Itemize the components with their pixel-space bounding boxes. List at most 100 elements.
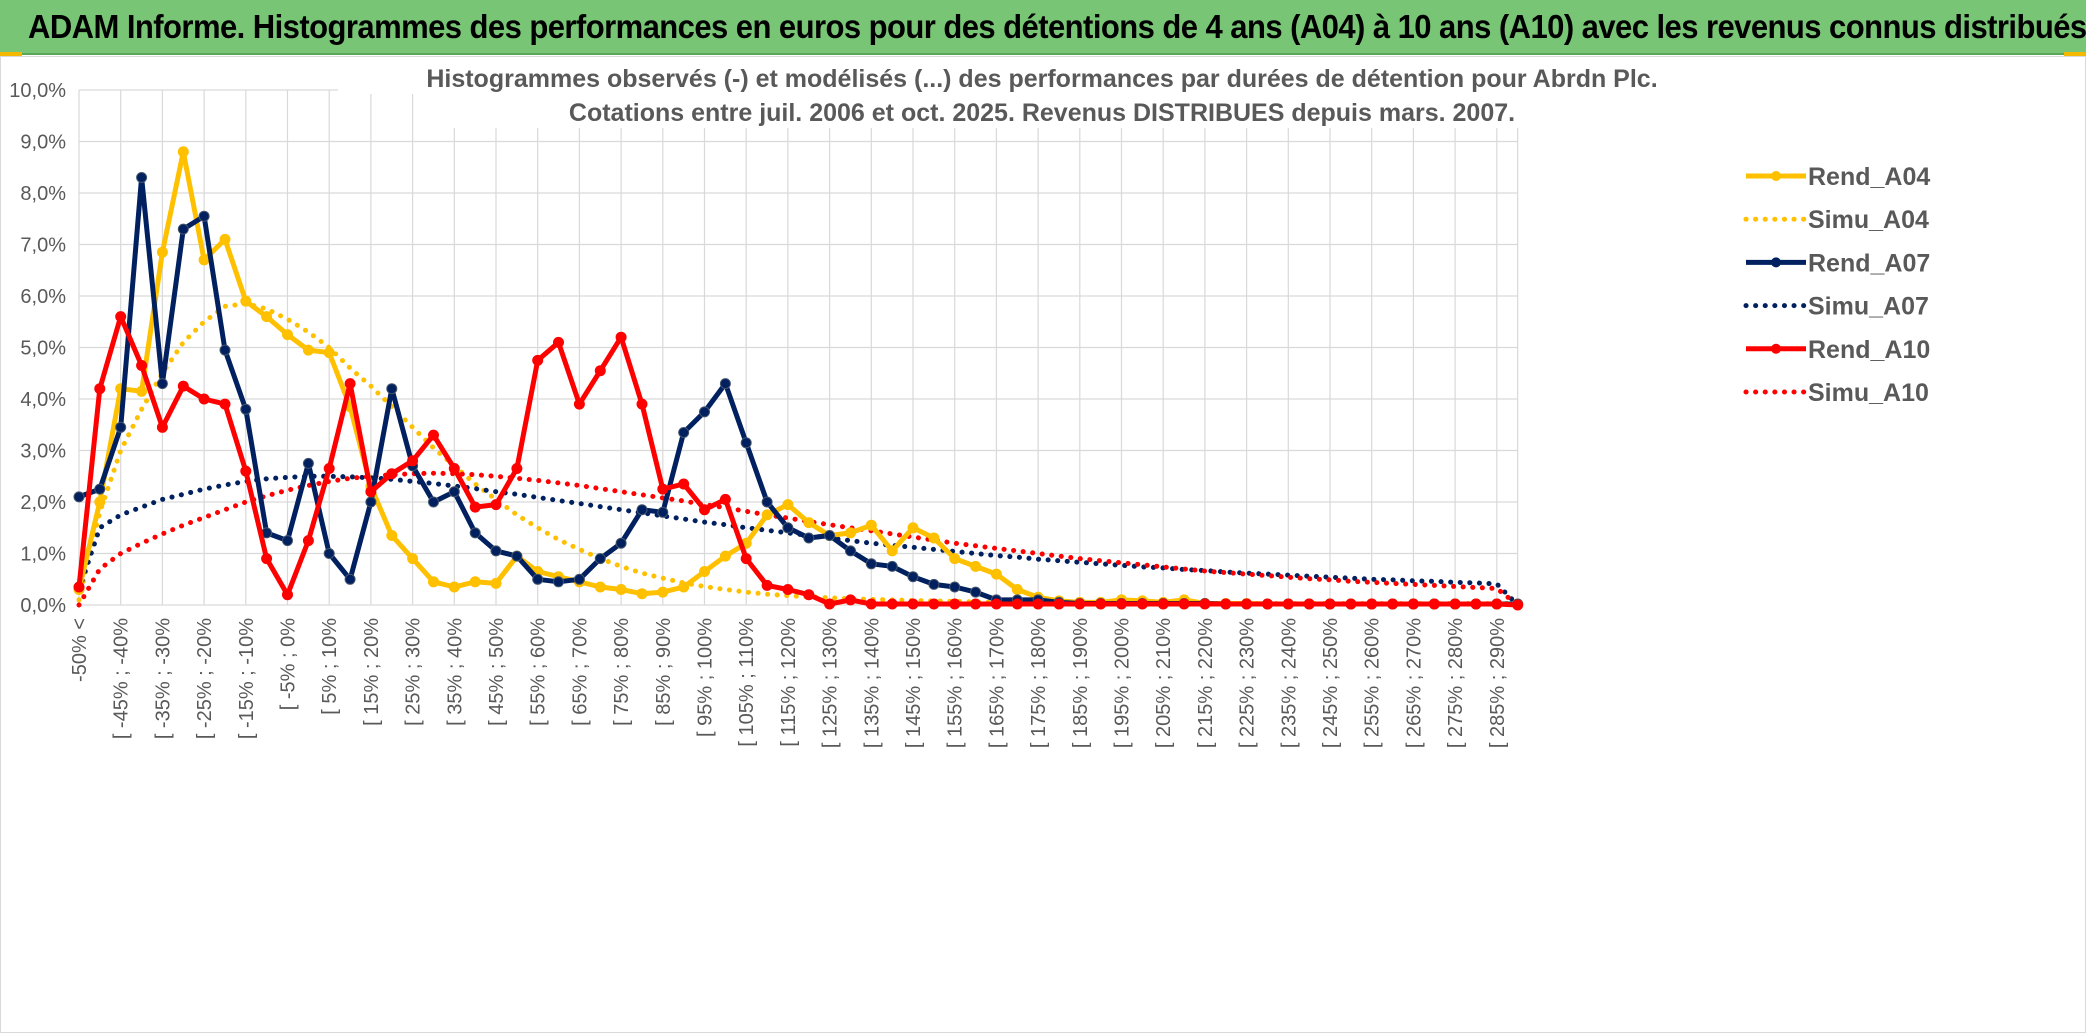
point-rend-a10 (1053, 598, 1065, 610)
point-rend-a10 (115, 311, 127, 323)
x-tick-label: [ 65% ; 70% (569, 618, 591, 726)
point-rend-a04 (845, 527, 856, 539)
point-rend-a04 (657, 586, 669, 598)
point-rend-a07 (490, 545, 502, 557)
x-tick-label: [ 245% ; 250% (1320, 618, 1342, 748)
point-rend-a04 (261, 311, 273, 323)
point-rend-a07 (553, 576, 564, 588)
point-rend-a04 (302, 344, 314, 356)
x-tick-label: [ 95% ; 100% (695, 618, 717, 737)
y-tick-label: 6,0% (20, 286, 66, 308)
point-rend-a10 (428, 429, 439, 441)
series-line-rend-a10 (76, 314, 1518, 608)
x-tick-label: [ 105% ; 110% (736, 618, 758, 747)
point-rend-a10 (803, 589, 815, 601)
y-tick-label: 10,0% (9, 80, 66, 102)
point-rend-a10 (1262, 598, 1273, 610)
point-rend-a04 (761, 509, 773, 521)
point-rend-a10 (1428, 598, 1440, 610)
point-rend-a07 (886, 560, 898, 572)
legend-marker (1771, 257, 1781, 268)
point-rend-a10 (1011, 598, 1023, 610)
legend-label: Rend_A07 (1808, 249, 1930, 277)
point-rend-a10 (407, 455, 419, 467)
legend-label: Rend_A04 (1808, 163, 1930, 191)
point-rend-a10 (219, 398, 231, 410)
banner-title: ADAM Informe. Histogrammes des performan… (28, 8, 2086, 45)
point-rend-a04 (240, 295, 252, 307)
point-rend-a10 (615, 331, 627, 343)
point-rend-a04 (323, 347, 335, 359)
y-tick-label: 7,0% (20, 235, 66, 257)
point-rend-a07 (719, 378, 731, 390)
point-rend-a04 (156, 246, 168, 258)
title-bg-rect (338, 60, 1748, 94)
point-rend-a07 (532, 573, 544, 585)
point-rend-a10 (1074, 598, 1086, 610)
x-tick-label: [ -45% ; -40% (111, 618, 133, 739)
y-tick-label: 1,0% (20, 544, 66, 566)
point-rend-a10 (845, 594, 856, 606)
point-rend-a07 (198, 210, 210, 222)
point-rend-a10 (73, 581, 85, 593)
point-rend-a04 (469, 576, 481, 588)
legend-label: Rend_A10 (1808, 336, 1930, 364)
x-tick-label: [ 275% ; 280% (1445, 618, 1467, 748)
x-tick-label: [ 75% ; 80% (611, 618, 633, 726)
grid (78, 89, 1519, 606)
x-tick-label: [ 215% ; 220% (1195, 618, 1217, 748)
legend-label: Simu_A10 (1808, 379, 1929, 407)
point-rend-a10 (1282, 598, 1294, 610)
point-rend-a07 (636, 504, 648, 516)
point-rend-a07 (824, 530, 836, 541)
point-rend-a10 (1324, 598, 1336, 610)
y-axis-ticks: 0,0% 1,0% 2,0% 3,0% 4,0% 5,0% 6,0% 7,0% 8,0% 9,0%… (9, 80, 66, 617)
point-rend-a10 (1178, 598, 1190, 610)
point-rend-a04 (386, 530, 398, 541)
point-rend-a04 (886, 545, 898, 557)
point-rend-a07 (573, 573, 585, 585)
point-rend-a10 (782, 584, 794, 595)
point-rend-a10 (1157, 598, 1169, 610)
series-group (73, 146, 1524, 611)
point-rend-a10 (490, 499, 502, 511)
point-rend-a10 (928, 598, 940, 610)
x-tick-label: [ 25% ; 30% (403, 618, 425, 726)
point-rend-a10 (990, 598, 1002, 610)
point-rend-a04 (678, 581, 690, 593)
x-tick-label: [ -15% ; -10% (236, 618, 258, 739)
point-rend-a10 (1199, 598, 1211, 610)
point-rend-a10 (1491, 598, 1503, 610)
point-rend-a10 (1032, 598, 1044, 610)
point-rend-a04 (428, 576, 439, 588)
x-tick-label: [ 115% ; 120% (778, 618, 800, 747)
point-rend-a10 (1303, 598, 1315, 610)
point-rend-a07 (302, 457, 314, 469)
point-rend-a04 (990, 568, 1002, 580)
point-rend-a10 (865, 598, 877, 610)
point-rend-a10 (657, 483, 669, 495)
point-rend-a04 (615, 584, 627, 595)
banner-corner-right (2064, 52, 2086, 56)
point-rend-a07 (782, 522, 794, 534)
point-rend-a10 (594, 365, 606, 377)
point-rend-a04 (865, 519, 877, 531)
x-tick-label: [ 5% ; 10% (319, 618, 341, 715)
point-rend-a07 (511, 550, 523, 562)
chart-title-line1: Histogrammes observés (-) et modélisés (… (426, 65, 1657, 93)
point-rend-a04 (219, 233, 231, 245)
point-rend-a04 (970, 560, 982, 572)
point-rend-a07 (94, 483, 106, 495)
point-rend-a10 (1136, 598, 1148, 610)
point-rend-a07 (469, 527, 481, 539)
point-rend-a10 (1095, 598, 1107, 610)
x-tick-label: [ 85% ; 90% (653, 618, 675, 726)
point-rend-a10 (177, 380, 189, 392)
x-tick-label: [ 235% ; 240% (1278, 618, 1300, 748)
point-rend-a10 (198, 393, 210, 405)
point-rend-a10 (344, 378, 356, 390)
point-rend-a07 (219, 344, 231, 356)
point-rend-a10 (1470, 598, 1482, 610)
point-rend-a04 (177, 146, 189, 158)
point-rend-a07 (865, 558, 877, 570)
